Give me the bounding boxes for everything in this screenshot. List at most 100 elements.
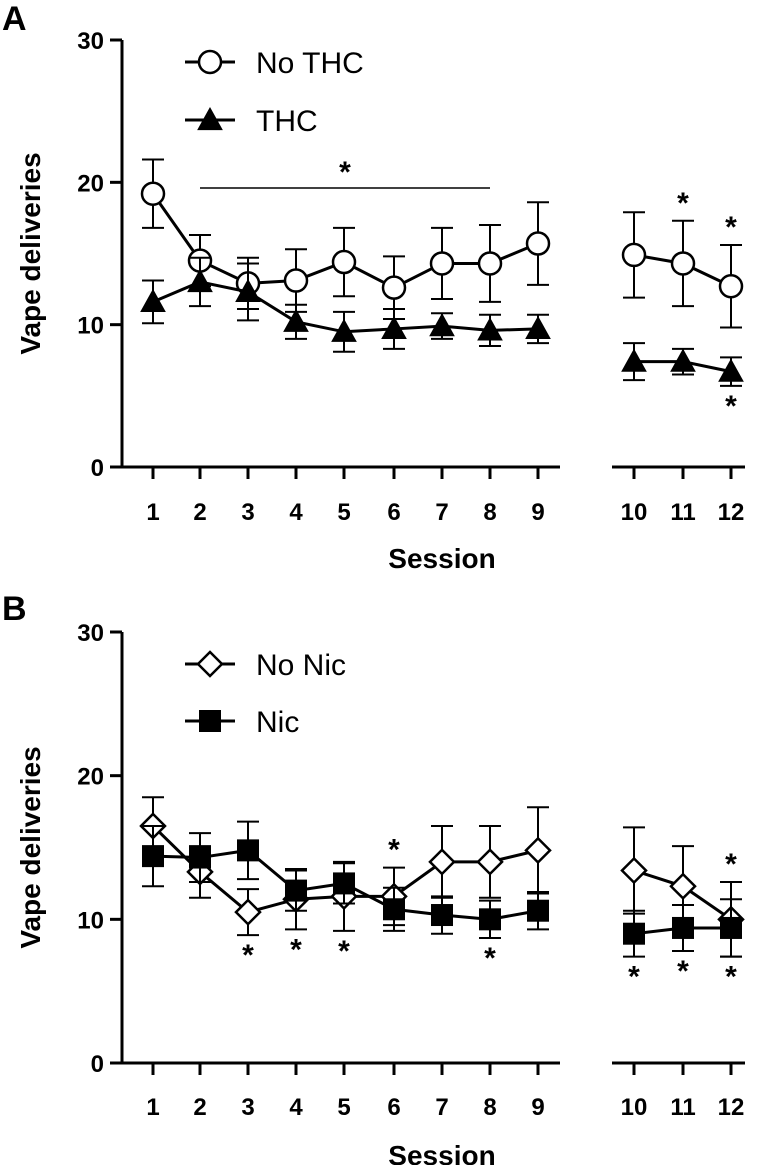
- x-tick-label: 7: [435, 499, 448, 526]
- x-tick-label: 9: [531, 499, 544, 526]
- y-tick-label: 10: [77, 907, 104, 934]
- x-axis-label: Session: [388, 1140, 495, 1165]
- legend-entry: Nic: [185, 706, 299, 739]
- x-tick-label: 12: [718, 499, 745, 526]
- significance-star: *: [242, 939, 254, 972]
- data-point: [285, 879, 307, 902]
- data-point: [381, 315, 407, 340]
- data-point: [333, 872, 355, 895]
- data-point: [718, 358, 744, 382]
- x-tick-label: 2: [193, 1094, 206, 1121]
- x-tick-label: 6: [387, 499, 400, 526]
- legend-marker: [196, 650, 224, 678]
- data-point: [187, 268, 213, 293]
- x-tick-label: 5: [337, 1094, 350, 1121]
- data-point: [189, 846, 211, 869]
- x-tick-label: 8: [483, 499, 496, 526]
- legend-entry: No Nic: [185, 649, 346, 682]
- data-point: [476, 848, 504, 876]
- y-tick-label: 0: [91, 1051, 104, 1078]
- data-point: [383, 898, 405, 921]
- data-point: [479, 908, 501, 931]
- significance-star: *: [677, 187, 689, 220]
- data-point: [428, 848, 456, 876]
- data-point: [429, 251, 455, 276]
- x-tick-label: 1: [146, 1094, 159, 1121]
- data-point: [331, 249, 357, 275]
- data-point: [672, 916, 694, 939]
- data-point: [525, 315, 551, 340]
- x-tick-label: 9: [531, 1094, 544, 1121]
- data-point: [669, 872, 697, 901]
- x-tick-label: 2: [193, 499, 206, 526]
- data-point: [140, 181, 166, 206]
- x-tick-label: 11: [670, 1094, 695, 1121]
- data-point: [142, 845, 164, 868]
- data-point: [140, 288, 166, 312]
- data-point: [283, 268, 309, 293]
- data-point: [234, 898, 262, 926]
- legend-marker: [199, 710, 221, 732]
- legend-label: No Nic: [256, 649, 346, 682]
- data-point: [477, 317, 503, 341]
- x-tick-label: 1: [146, 499, 159, 526]
- series-nic: [142, 820, 742, 958]
- data-point: [283, 308, 309, 332]
- data-point: [431, 904, 453, 927]
- y-axis-label: Vape deliveries: [15, 746, 46, 948]
- x-axis-label: Session: [388, 543, 495, 574]
- data-point: [621, 348, 647, 372]
- series-no-thc: [140, 158, 744, 329]
- legend-entry: THC: [185, 105, 318, 138]
- data-point: [621, 242, 647, 268]
- x-tick-label: 6: [387, 1094, 400, 1121]
- significance-star: *: [388, 834, 400, 867]
- x-tick-label: 10: [621, 499, 648, 526]
- significance-star: *: [725, 961, 737, 994]
- x-tick-label: 4: [289, 499, 303, 526]
- data-point: [720, 916, 742, 939]
- data-point: [623, 922, 645, 945]
- significance-star: *: [290, 933, 302, 966]
- x-tick-label: 11: [670, 499, 695, 526]
- data-point: [429, 313, 455, 337]
- panel-label: A: [2, 0, 27, 38]
- panel-label: B: [2, 590, 27, 628]
- x-tick-label: 8: [483, 1094, 496, 1121]
- significance-star: *: [339, 156, 351, 189]
- data-point: [524, 836, 552, 865]
- significance-star: *: [677, 955, 689, 988]
- data-point: [670, 348, 696, 372]
- y-tick-label: 10: [77, 313, 104, 340]
- x-tick-label: 4: [289, 1094, 303, 1121]
- significance-star: *: [338, 935, 350, 968]
- significance-star: *: [725, 390, 737, 423]
- legend-label: No THC: [256, 47, 364, 80]
- data-point: [527, 899, 549, 922]
- significance-star: *: [725, 848, 737, 881]
- legend-marker: [197, 49, 223, 75]
- x-tick-label: 10: [621, 1094, 648, 1121]
- significance-star: *: [725, 211, 737, 244]
- data-point: [237, 839, 259, 862]
- legend-label: Nic: [256, 706, 299, 739]
- data-point: [331, 318, 357, 342]
- data-point: [670, 251, 696, 276]
- x-tick-label: 12: [718, 1094, 745, 1121]
- x-tick-label: 3: [241, 499, 254, 526]
- y-axis-label: Vape deliveries: [15, 152, 46, 354]
- legend-label: THC: [256, 105, 318, 138]
- y-tick-label: 30: [77, 620, 104, 647]
- series-thc: [140, 256, 744, 387]
- y-tick-label: 20: [77, 170, 104, 197]
- x-tick-label: 5: [337, 499, 350, 526]
- x-tick-label: 3: [241, 1094, 254, 1121]
- significance-star: *: [628, 961, 640, 994]
- x-tick-label: 7: [435, 1094, 448, 1121]
- data-point: [718, 273, 744, 299]
- data-point: [525, 231, 551, 256]
- legend-entry: No THC: [185, 47, 364, 80]
